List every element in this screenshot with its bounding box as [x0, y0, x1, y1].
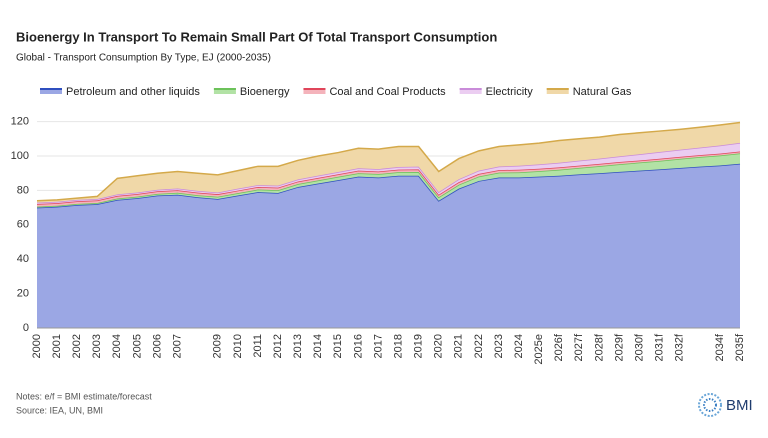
y-tick-label: 40 [17, 253, 29, 265]
x-tick-label: 2003 [91, 334, 103, 358]
x-tick-label: 2005 [131, 334, 143, 358]
x-tick-label: 2002 [71, 334, 83, 358]
x-tick-label: 2019 [413, 334, 425, 358]
area-line [36, 121, 741, 202]
legend-swatch [213, 88, 236, 94]
x-tick-label: 2000 [31, 334, 43, 358]
legend-label: Bioenergy [240, 86, 290, 98]
x-tick-label: 2013 [292, 334, 304, 358]
x-tick-label: 2009 [212, 334, 224, 358]
y-tick-label: 60 [17, 219, 29, 231]
chart-title: Bioenergy In Transport To Remain Small P… [16, 29, 497, 44]
logo-text: BMI [726, 397, 753, 414]
logo-icon [698, 393, 722, 417]
x-tick-label: 2026f [553, 333, 565, 361]
x-tick-label: 2023 [493, 334, 505, 358]
x-tick-label: 2018 [392, 334, 404, 358]
legend-swatch [40, 88, 62, 94]
x-tick-label: 2014 [312, 334, 324, 358]
area [37, 142, 740, 204]
x-tick-label: 2034f [714, 333, 726, 361]
legend-label: Petroleum and other liquids [66, 86, 200, 98]
y-tick-label: 120 [11, 116, 29, 128]
x-tick-label: 2015 [332, 334, 344, 358]
chart-subtitle: Global - Transport Consumption By Type, … [16, 53, 271, 64]
y-tick-label: 100 [11, 150, 29, 162]
area [37, 122, 740, 203]
x-tick-label: 2022 [473, 334, 485, 358]
x-tick-label: 2017 [372, 334, 384, 358]
notes: Notes: e/f = BMI estimate/forecast [16, 391, 152, 401]
legend-label: Natural Gas [573, 86, 632, 98]
y-tick-label: 20 [17, 288, 29, 300]
x-tick-label: 2006 [151, 334, 163, 358]
x-tick-label: 2035f [734, 333, 746, 361]
x-tick-label: 2032f [674, 333, 686, 361]
x-tick-label: 2028f [593, 333, 605, 361]
x-tick-label: 2030f [633, 333, 645, 361]
source: Source: IEA, UN, BMI [16, 405, 103, 415]
x-tick-label: 2031f [654, 333, 666, 361]
x-tick-label: 2024 [513, 334, 525, 358]
x-tick-label: 2007 [172, 334, 184, 358]
y-tick-label: 0 [23, 322, 29, 334]
legend-label: Electricity [486, 86, 534, 98]
legend-swatch [459, 88, 482, 94]
x-tick-label: 2021 [453, 334, 465, 358]
x-tick-label: 2016 [352, 334, 364, 358]
x-tick-label: 2025e [533, 334, 545, 365]
area [37, 163, 740, 328]
x-tick-label: 2027f [573, 333, 585, 361]
x-tick-label: 2012 [272, 334, 284, 358]
x-tick-label: 2029f [613, 333, 625, 361]
legend-swatch [303, 88, 326, 94]
x-tick-label: 2011 [252, 334, 264, 358]
x-tick-label: 2020 [433, 334, 445, 358]
legend-swatch [546, 88, 569, 94]
x-tick-label: 2004 [111, 334, 123, 358]
x-tick-label: 2001 [51, 334, 63, 358]
y-tick-label: 80 [17, 184, 29, 196]
x-tick-label: 2010 [232, 334, 244, 358]
legend-label: Coal and Coal Products [329, 86, 446, 98]
